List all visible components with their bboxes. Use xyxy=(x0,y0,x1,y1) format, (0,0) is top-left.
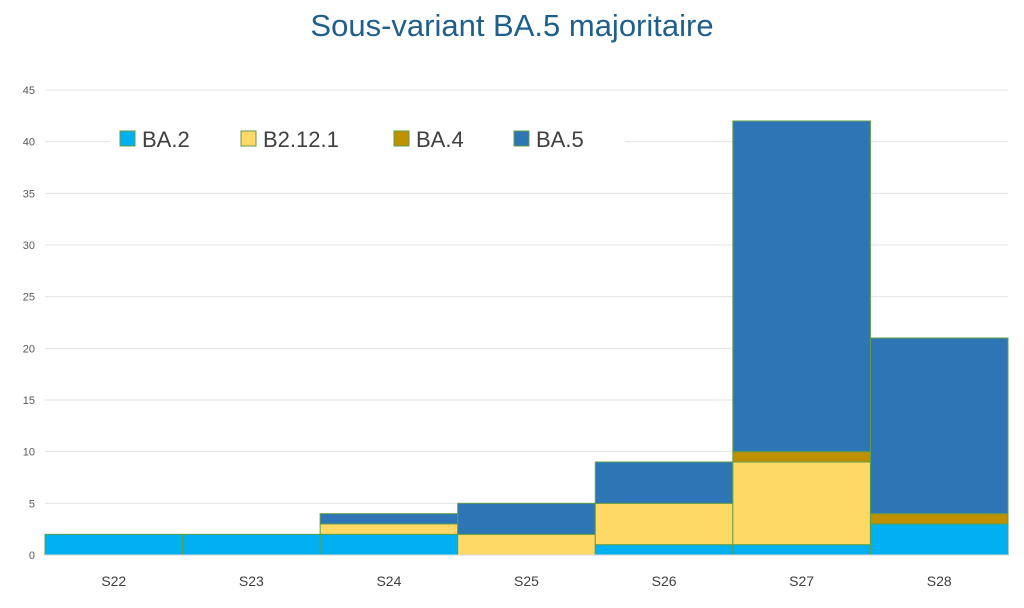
bar-segment xyxy=(457,533,596,556)
x-tick-label: S22 xyxy=(101,573,126,589)
bar-segment xyxy=(457,502,596,535)
y-tick-label: 15 xyxy=(23,395,35,407)
y-tick-label: 0 xyxy=(29,550,35,562)
x-tick-label: S25 xyxy=(514,573,539,589)
bar-segment xyxy=(319,523,459,535)
y-tick-label: 35 xyxy=(23,188,35,200)
bar-segment xyxy=(594,461,734,504)
bar-segment xyxy=(732,461,871,546)
legend-label: BA.2 xyxy=(142,127,190,152)
x-tick-label: S28 xyxy=(927,573,952,589)
bar-segment xyxy=(319,513,459,525)
y-tick-label: 5 xyxy=(29,498,35,510)
y-axis-ticks: 0 5 10 15 20 25 30 35 40 45 xyxy=(23,85,35,562)
y-tick-label: 30 xyxy=(23,240,35,252)
legend-label: BA.5 xyxy=(536,127,584,152)
bar-segment xyxy=(319,533,459,556)
y-tick-label: 45 xyxy=(23,85,35,97)
legend-label: B2.12.1 xyxy=(263,127,339,152)
legend-swatch xyxy=(393,130,410,147)
x-tick-label: S23 xyxy=(239,573,264,589)
legend-label: BA.4 xyxy=(416,127,464,152)
bar-segment xyxy=(869,337,1009,515)
chart-title: Sous-variant BA.5 majoritaire xyxy=(310,8,714,43)
y-tick-label: 40 xyxy=(23,137,35,149)
bar-segment xyxy=(594,502,734,546)
bar-segment xyxy=(869,523,1009,556)
bar-segment xyxy=(732,544,871,556)
bar-segment xyxy=(869,513,1009,525)
x-tick-label: S26 xyxy=(652,573,677,589)
bar-segment xyxy=(44,533,184,556)
y-tick-label: 25 xyxy=(23,292,35,304)
legend-swatch xyxy=(119,130,136,147)
bar-segment xyxy=(732,451,871,463)
y-tick-label: 10 xyxy=(23,447,35,459)
bar-segment xyxy=(182,533,321,556)
x-tick-label: S24 xyxy=(376,573,401,589)
bar-segment xyxy=(594,544,734,556)
bars xyxy=(44,120,1009,556)
y-tick-label: 20 xyxy=(23,343,35,355)
bar-segment xyxy=(732,120,871,453)
legend-swatch xyxy=(240,130,257,147)
legend: BA.2 B2.12.1 BA.4 BA.5 xyxy=(110,120,625,158)
x-tick-label: S27 xyxy=(789,573,814,589)
x-axis-ticks: S22 S23 S24 S25 S26 S27 S28 xyxy=(101,573,952,589)
legend-swatch xyxy=(513,130,530,147)
legend-background xyxy=(110,120,625,158)
